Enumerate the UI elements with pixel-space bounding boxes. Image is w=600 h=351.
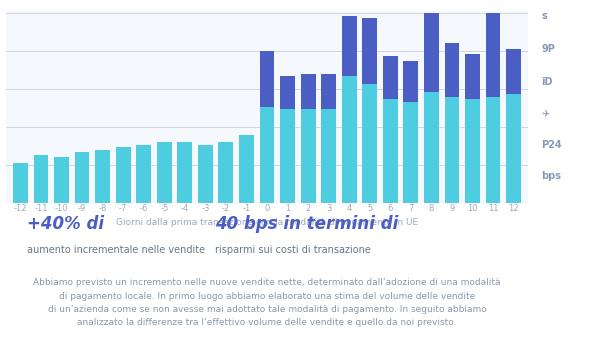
Bar	[301, 74, 316, 110]
Text: Abbiamo previsto un incremento nelle nuove vendite nette, determinato dall’adozi: Abbiamo previsto un incremento nelle nuo…	[33, 278, 501, 327]
Bar	[403, 61, 418, 102]
Bar	[506, 48, 521, 94]
Text: risparmi sui costi di transazione: risparmi sui costi di transazione	[215, 245, 371, 255]
Bar	[280, 77, 295, 110]
Bar	[116, 147, 131, 203]
Bar	[95, 150, 110, 203]
Bar	[218, 142, 233, 203]
Bar	[136, 145, 151, 203]
Bar	[198, 145, 213, 203]
Bar	[54, 158, 69, 203]
Bar	[301, 110, 316, 203]
Bar	[321, 74, 336, 110]
Bar	[157, 142, 172, 203]
Bar	[465, 54, 480, 99]
Bar	[260, 51, 274, 107]
Text: aumento incrementale nelle vendite: aumento incrementale nelle vendite	[27, 245, 205, 255]
Bar	[280, 110, 295, 203]
Text: ✈: ✈	[541, 110, 549, 119]
Bar	[424, 13, 439, 92]
Text: s: s	[541, 11, 547, 21]
Text: 40 bps in termini di: 40 bps in termini di	[215, 215, 398, 233]
Bar	[321, 110, 336, 203]
Bar	[342, 15, 356, 77]
Bar	[506, 94, 521, 203]
Bar	[342, 77, 356, 203]
Bar	[383, 99, 398, 203]
Text: bps: bps	[541, 171, 561, 181]
Bar	[485, 13, 500, 97]
Bar	[260, 107, 274, 203]
Text: +40% di: +40% di	[27, 215, 104, 233]
Bar	[445, 44, 460, 97]
X-axis label: Giorni dalla prima transazione con la modalità di pagamento in UE: Giorni dalla prima transazione con la mo…	[116, 218, 418, 227]
Bar	[239, 135, 254, 203]
Bar	[362, 84, 377, 203]
Bar	[13, 163, 28, 203]
Bar	[424, 92, 439, 203]
Bar	[445, 97, 460, 203]
Bar	[178, 142, 192, 203]
Bar	[465, 99, 480, 203]
Text: iD: iD	[541, 77, 553, 87]
Bar	[74, 152, 89, 203]
Bar	[485, 97, 500, 203]
Text: 9P: 9P	[541, 44, 555, 54]
Bar	[362, 18, 377, 84]
Text: P24: P24	[541, 140, 562, 150]
Bar	[403, 102, 418, 203]
Bar	[34, 155, 49, 203]
Bar	[383, 56, 398, 99]
